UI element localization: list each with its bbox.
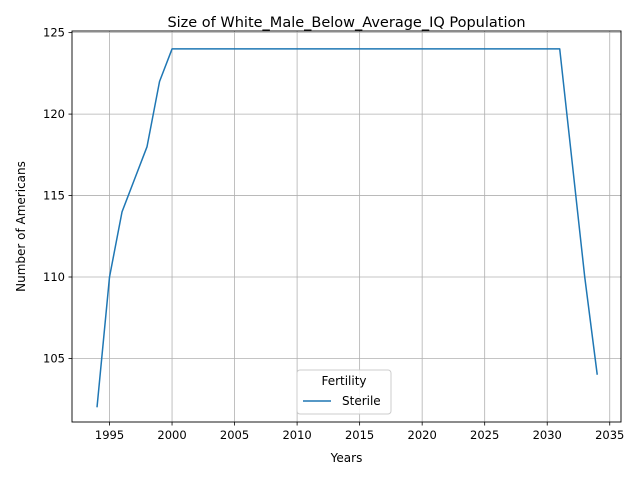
y-tick-label: 110 — [43, 270, 65, 284]
legend-title: Fertility — [321, 374, 366, 388]
x-tick-label: 2025 — [470, 428, 499, 442]
plot-frame — [71, 30, 622, 423]
x-tick-label: 1995 — [95, 428, 124, 442]
legend: Fertility Sterile — [296, 369, 392, 415]
series-layer — [96, 48, 598, 408]
x-tick-label: 2010 — [282, 428, 311, 442]
legend-frame — [296, 369, 392, 415]
y-tick-label: 125 — [43, 26, 65, 40]
y-tick-label: 115 — [43, 189, 65, 203]
x-tick-label: 2000 — [157, 428, 186, 442]
y-axis-label: Number of Americans — [14, 161, 28, 292]
grid — [72, 31, 621, 422]
series-line-sterile — [96, 48, 598, 408]
x-tick-label: 2035 — [595, 428, 624, 442]
x-tick-label: 2005 — [220, 428, 249, 442]
legend-entry-sterile: Sterile — [342, 394, 381, 408]
chart-title: Size of White_Male_Below_Average_IQ Popu… — [167, 15, 525, 31]
y-tick-label: 120 — [43, 107, 65, 121]
x-tick-label: 2030 — [533, 428, 562, 442]
x-tick-label: 2020 — [408, 428, 437, 442]
x-tick-label: 2015 — [345, 428, 374, 442]
y-tick-label: 105 — [43, 351, 65, 365]
x-axis-label: Years — [330, 451, 363, 465]
axis-ticks: 1995 2000 2005 2010 2015 2020 2025 2030 2035 105 1… — [43, 26, 624, 442]
